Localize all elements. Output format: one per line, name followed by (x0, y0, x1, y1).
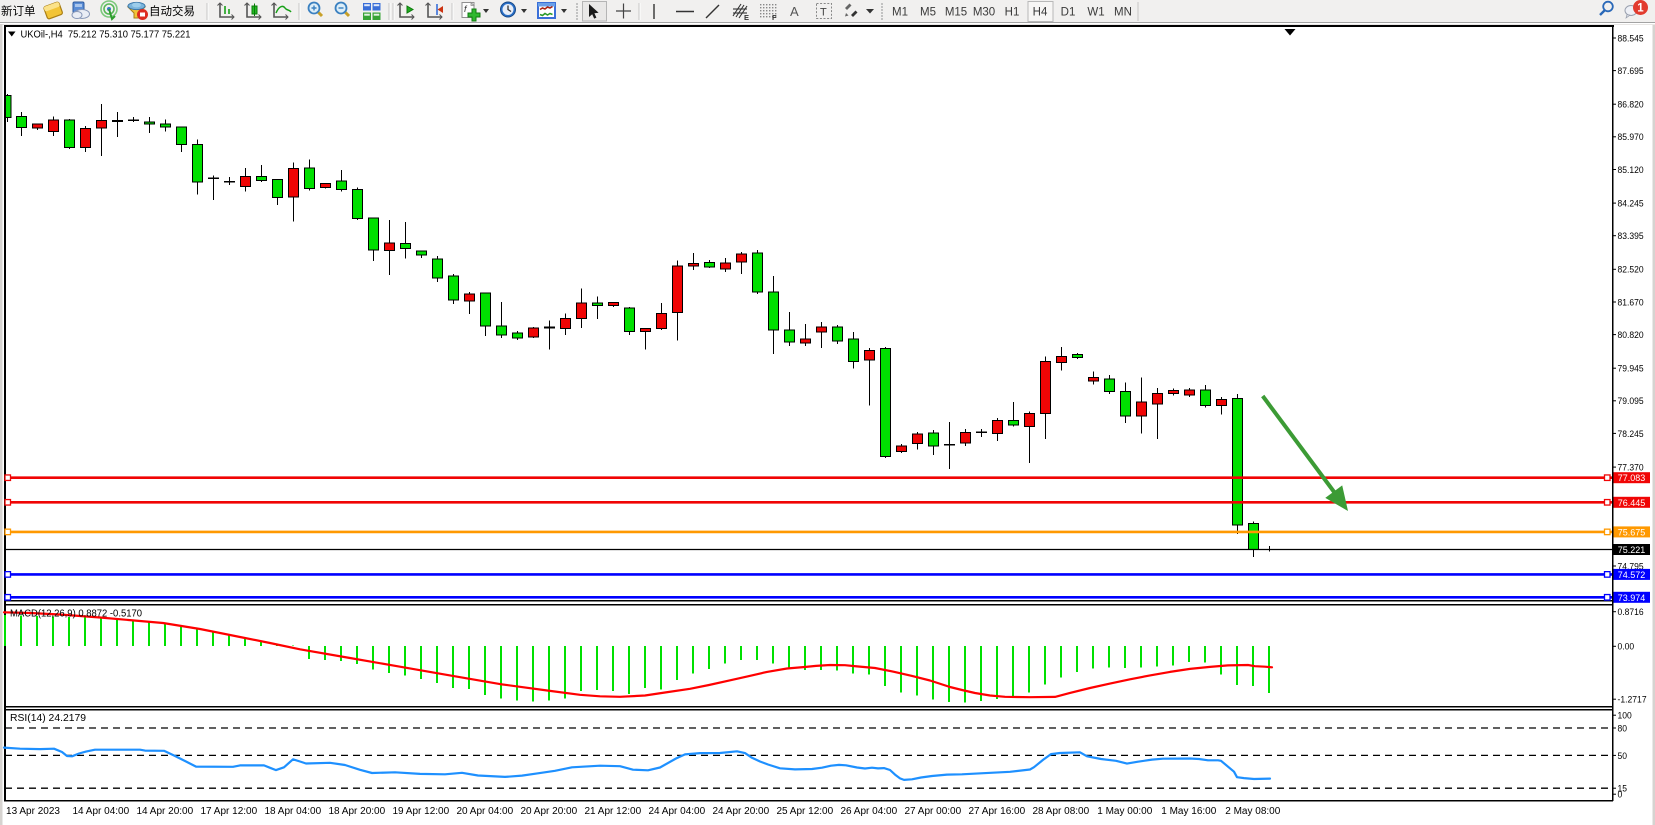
svg-text:0.00: 0.00 (1618, 642, 1635, 653)
svg-text:14 Apr 04:00: 14 Apr 04:00 (72, 806, 129, 817)
svg-text:74.795: 74.795 (1618, 561, 1644, 572)
svg-text:MACD(12,26,9) 0.8872 -0.5170: MACD(12,26,9) 0.8872 -0.5170 (10, 609, 142, 620)
svg-text:78.245: 78.245 (1618, 429, 1644, 440)
svg-text:13 Apr 2023: 13 Apr 2023 (6, 806, 60, 817)
svg-text:E: E (744, 13, 749, 22)
svg-text:UKOil-,H4 75.212 75.310 75.17: UKOil-,H4 75.212 75.310 75.177 75.221 (21, 29, 191, 41)
svg-text:27 Apr 16:00: 27 Apr 16:00 (968, 806, 1025, 817)
svg-text:28 Apr 08:00: 28 Apr 08:00 (1032, 806, 1089, 817)
svg-text:75.675: 75.675 (1618, 527, 1646, 538)
svg-text:17 Apr 12:00: 17 Apr 12:00 (200, 806, 257, 817)
svg-text:73.974: 73.974 (1618, 593, 1646, 604)
svg-text:新订单: 新订单 (1, 4, 36, 18)
svg-text:80.820: 80.820 (1618, 330, 1644, 341)
svg-text:80: 80 (1618, 723, 1628, 734)
svg-text:1 May 00:00: 1 May 00:00 (1097, 806, 1152, 817)
svg-text:87.695: 87.695 (1618, 66, 1644, 77)
svg-text:18 Apr 20:00: 18 Apr 20:00 (328, 806, 385, 817)
svg-text:D1: D1 (1061, 7, 1076, 19)
svg-text:21 Apr 12:00: 21 Apr 12:00 (584, 806, 641, 817)
svg-text:100: 100 (1618, 711, 1632, 722)
svg-text:0: 0 (1618, 790, 1623, 801)
svg-text:24 Apr 04:00: 24 Apr 04:00 (648, 806, 705, 817)
svg-text:H1: H1 (1005, 7, 1020, 19)
svg-text:20 Apr 20:00: 20 Apr 20:00 (520, 806, 577, 817)
svg-text:14 Apr 20:00: 14 Apr 20:00 (136, 806, 193, 817)
svg-text:85.970: 85.970 (1618, 132, 1644, 143)
svg-text:82.520: 82.520 (1618, 265, 1644, 276)
svg-text:25 Apr 12:00: 25 Apr 12:00 (776, 806, 833, 817)
svg-text:88.545: 88.545 (1618, 33, 1644, 44)
svg-text:M5: M5 (920, 7, 936, 19)
svg-text:1 May 16:00: 1 May 16:00 (1161, 806, 1216, 817)
svg-text:M15: M15 (945, 7, 967, 19)
svg-text:1: 1 (1637, 3, 1644, 15)
svg-text:85.120: 85.120 (1618, 165, 1644, 176)
svg-text:83.395: 83.395 (1618, 231, 1644, 242)
svg-text:T: T (820, 7, 827, 19)
svg-text:77.370: 77.370 (1618, 463, 1644, 474)
svg-text:20 Apr 04:00: 20 Apr 04:00 (456, 806, 513, 817)
svg-text:76.445: 76.445 (1618, 498, 1646, 509)
svg-text:24 Apr 20:00: 24 Apr 20:00 (712, 806, 769, 817)
svg-text:27 Apr 00:00: 27 Apr 00:00 (904, 806, 961, 817)
svg-text:81.670: 81.670 (1618, 297, 1644, 308)
svg-text:A: A (790, 4, 799, 19)
svg-text:79.945: 79.945 (1618, 364, 1644, 375)
svg-text:W1: W1 (1087, 7, 1104, 19)
svg-text:15: 15 (1618, 784, 1628, 795)
svg-text:F: F (772, 13, 777, 22)
svg-text:M1: M1 (892, 7, 908, 19)
svg-text:-1.2717: -1.2717 (1618, 695, 1647, 706)
svg-text:86.820: 86.820 (1618, 100, 1644, 111)
svg-text:RSI(14) 24.2179: RSI(14) 24.2179 (10, 713, 86, 724)
svg-text:MN: MN (1114, 7, 1132, 19)
svg-text:84.245: 84.245 (1618, 199, 1644, 210)
svg-text:f: f (464, 4, 468, 14)
svg-text:77.083: 77.083 (1618, 473, 1646, 484)
svg-text:2 May 08:00: 2 May 08:00 (1225, 806, 1280, 817)
svg-text:75.221: 75.221 (1618, 545, 1646, 556)
svg-text:H4: H4 (1033, 7, 1048, 19)
svg-text:0.8716: 0.8716 (1618, 607, 1644, 618)
svg-text:26 Apr 04:00: 26 Apr 04:00 (840, 806, 897, 817)
svg-text:79.095: 79.095 (1618, 396, 1644, 407)
svg-text:M30: M30 (973, 7, 995, 19)
svg-text:50: 50 (1618, 751, 1628, 762)
svg-text:74.572: 74.572 (1618, 570, 1646, 581)
svg-text:自动交易: 自动交易 (149, 4, 195, 18)
svg-text:19 Apr 12:00: 19 Apr 12:00 (392, 806, 449, 817)
svg-text:18 Apr 04:00: 18 Apr 04:00 (264, 806, 321, 817)
